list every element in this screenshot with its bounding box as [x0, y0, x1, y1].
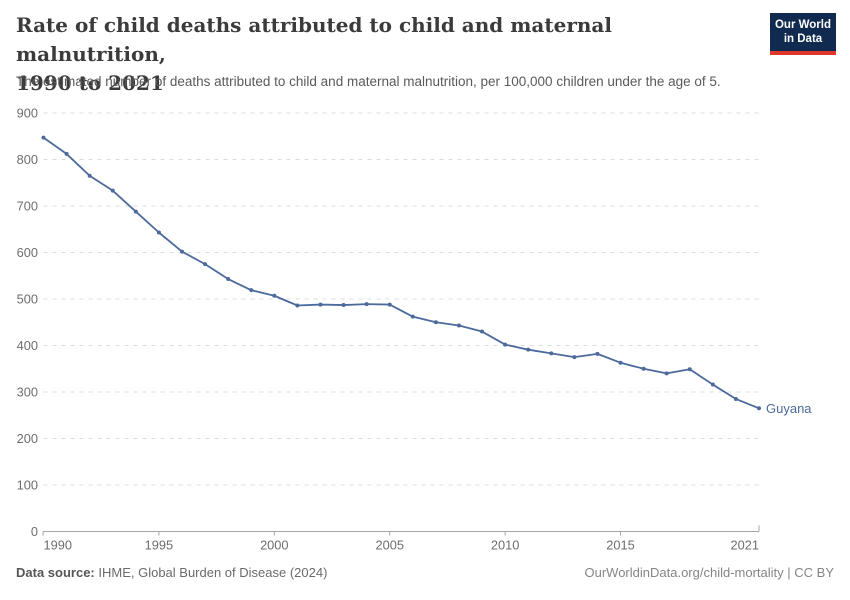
data-point[interactable] — [87, 173, 92, 178]
x-axis-tick-label: 2000 — [260, 538, 288, 553]
x-axis-tick-label: 1990 — [44, 538, 72, 553]
data-point[interactable] — [664, 371, 669, 376]
data-point[interactable] — [710, 382, 715, 387]
owid-logo[interactable]: Our World in Data — [770, 13, 836, 55]
series-label: Guyana — [766, 401, 812, 416]
data-point[interactable] — [226, 277, 231, 282]
title-line-1: Rate of child deaths attributed to child… — [16, 13, 612, 66]
data-point[interactable] — [110, 188, 115, 193]
y-axis-tick-label: 500 — [17, 292, 38, 307]
data-point[interactable] — [41, 135, 46, 140]
data-source-label: Data source: — [16, 565, 95, 580]
data-point[interactable] — [595, 351, 600, 356]
guyana-line[interactable] — [42, 136, 760, 410]
y-axis-tick-label: 700 — [17, 199, 38, 214]
y-axis-tick-label: 200 — [17, 431, 38, 446]
chart-subtitle: The estimated number of deaths attribute… — [16, 74, 721, 89]
x-axis-tick-label: 1995 — [145, 538, 173, 553]
y-axis-tick-label: 100 — [17, 478, 38, 493]
data-point[interactable] — [757, 406, 761, 411]
data-point[interactable] — [318, 302, 323, 307]
data-point[interactable] — [526, 347, 531, 352]
data-point[interactable] — [733, 396, 738, 401]
page-title: Rate of child deaths attributed to child… — [16, 11, 761, 98]
y-axis-tick-label: 600 — [17, 245, 38, 260]
x-axis-tick-label: 2005 — [375, 538, 403, 553]
owid-logo-line-1: Our World — [774, 19, 831, 31]
data-point[interactable] — [687, 367, 692, 372]
chart-footer: Data source: IHME, Global Burden of Dise… — [16, 565, 834, 580]
y-axis-tick-label: 400 — [17, 338, 38, 353]
x-axis-tick-label: 2010 — [491, 538, 519, 553]
data-point[interactable] — [364, 302, 369, 307]
data-point[interactable] — [387, 302, 392, 307]
owid-logo-line-2: in Data — [783, 33, 823, 45]
data-point[interactable] — [572, 355, 577, 360]
data-point[interactable] — [295, 303, 300, 308]
data-point[interactable] — [480, 329, 485, 334]
data-point[interactable] — [64, 151, 69, 156]
y-axis-tick-label: 300 — [17, 385, 38, 400]
title-line-2: 1990 to 2021 — [16, 71, 164, 95]
y-axis-tick-label: 800 — [17, 152, 38, 167]
data-point[interactable] — [456, 323, 461, 328]
data-point[interactable] — [641, 366, 646, 371]
data-point[interactable] — [179, 249, 184, 254]
data-point[interactable] — [618, 360, 623, 365]
data-source: Data source: IHME, Global Burden of Dise… — [16, 565, 327, 580]
footer-link[interactable]: OurWorldinData.org/child-mortality | CC … — [584, 565, 835, 580]
data-point[interactable] — [272, 293, 277, 298]
x-axis-tick-label: 2021 — [731, 538, 759, 553]
x-axis-tick-label: 2015 — [606, 538, 634, 553]
data-point[interactable] — [203, 262, 208, 267]
y-axis-tick-label: 900 — [17, 106, 38, 121]
data-point[interactable] — [410, 314, 415, 319]
data-point[interactable] — [341, 303, 346, 308]
data-point[interactable] — [549, 351, 554, 356]
y-axis-tick-label: 0 — [31, 524, 38, 539]
data-point[interactable] — [433, 320, 438, 325]
data-point[interactable] — [156, 230, 161, 235]
data-point[interactable] — [249, 288, 254, 293]
data-point[interactable] — [133, 209, 138, 214]
data-source-text: IHME, Global Burden of Disease (2024) — [94, 565, 328, 580]
data-point[interactable] — [503, 342, 508, 347]
